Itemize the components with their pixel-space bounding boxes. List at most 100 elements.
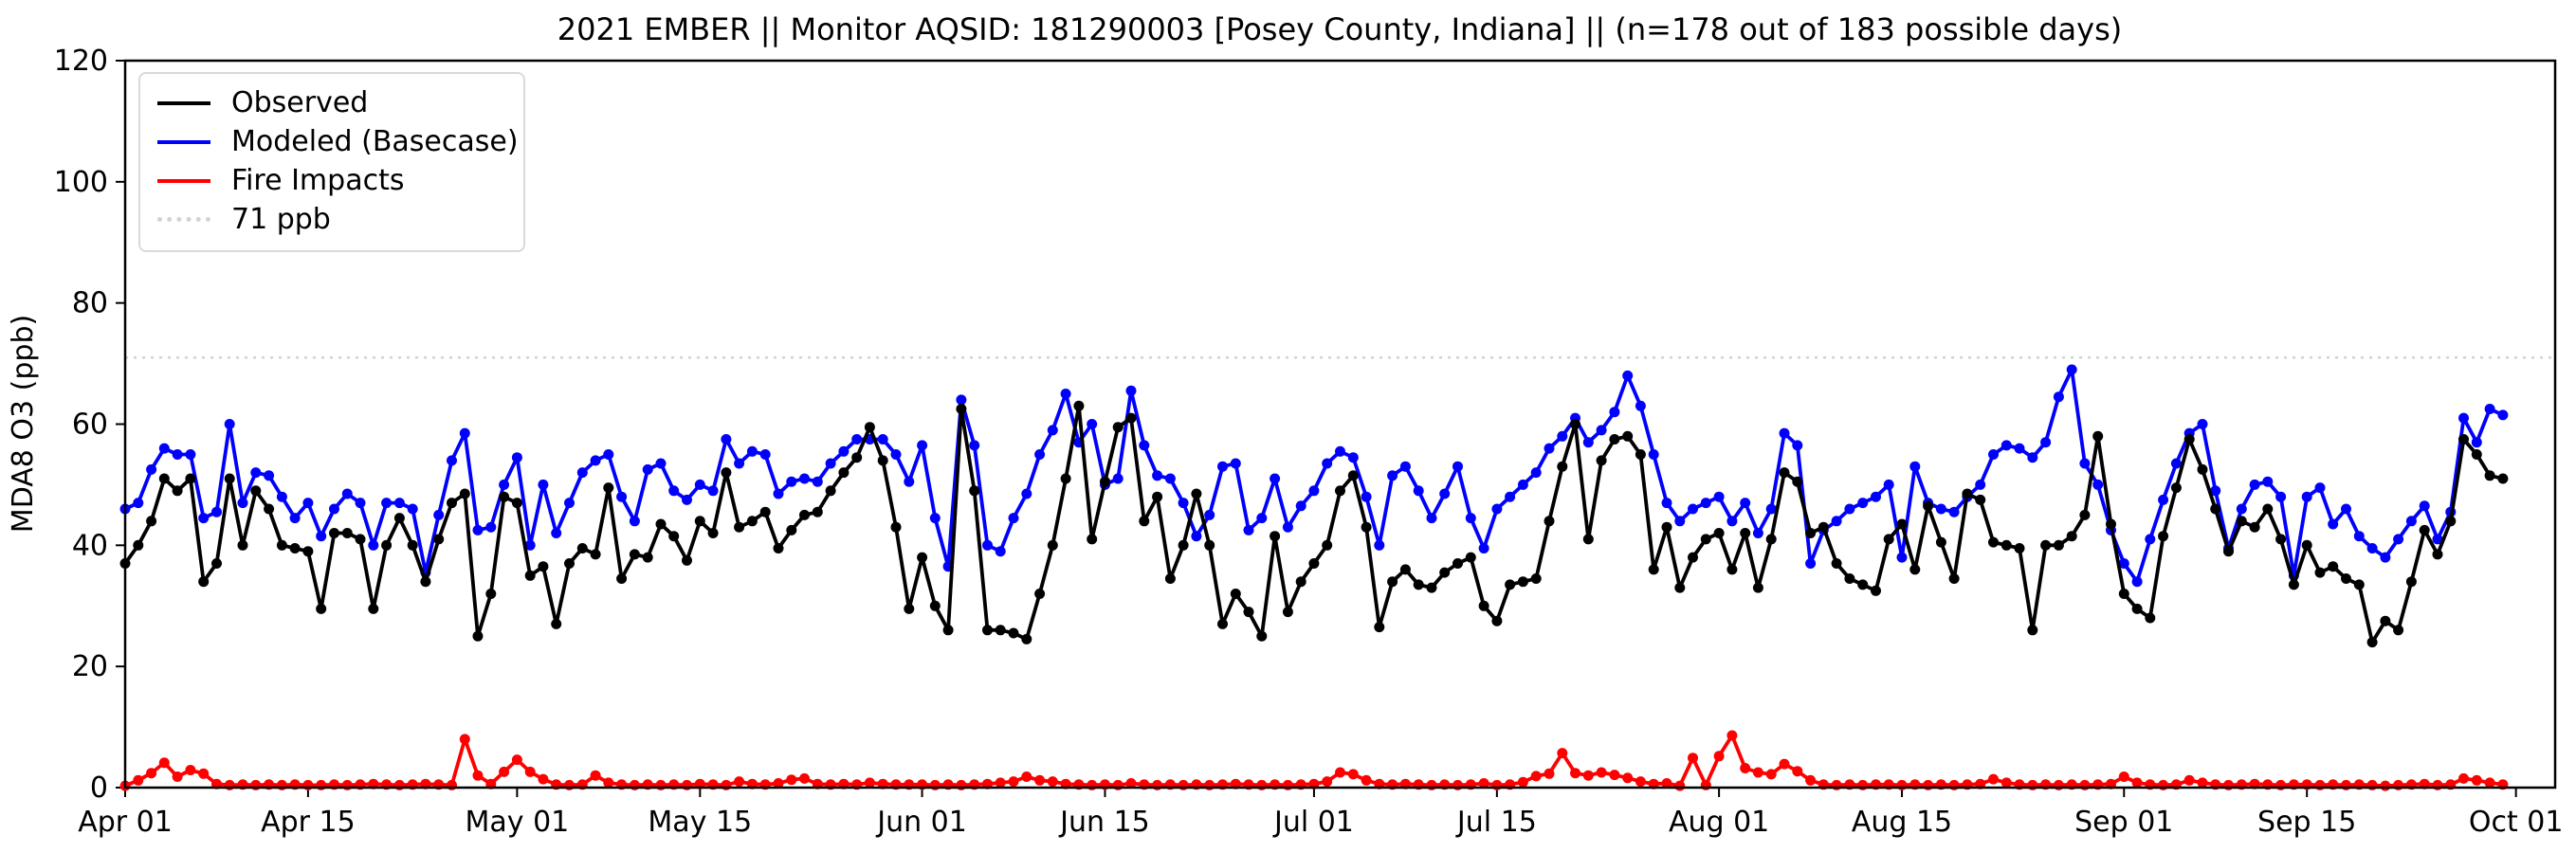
data-point xyxy=(590,455,601,466)
data-point xyxy=(1530,467,1542,479)
data-point xyxy=(1857,579,1869,590)
data-point xyxy=(786,774,797,786)
data-point xyxy=(1582,437,1594,448)
data-point xyxy=(1896,518,1908,530)
data-point xyxy=(224,419,235,429)
data-point xyxy=(825,485,836,497)
data-point xyxy=(682,554,692,566)
data-point xyxy=(2353,579,2365,590)
data-point xyxy=(158,443,170,454)
data-point xyxy=(1740,763,1751,773)
data-point xyxy=(1478,543,1489,554)
data-point xyxy=(1295,576,1306,588)
data-point xyxy=(1478,778,1489,789)
data-point xyxy=(1570,768,1580,779)
data-point xyxy=(786,476,797,487)
legend: Observed Modeled (Basecase) Fire Impacts… xyxy=(138,72,525,252)
data-point xyxy=(982,539,993,551)
data-point xyxy=(2341,503,2351,515)
data-point xyxy=(1779,467,1790,479)
data-point xyxy=(2014,543,2025,554)
data-point xyxy=(1582,770,1594,781)
data-point xyxy=(734,458,745,469)
data-point xyxy=(1399,461,1411,472)
data-point xyxy=(838,467,850,479)
data-point xyxy=(1139,516,1150,527)
data-point xyxy=(1021,488,1032,499)
data-point xyxy=(1688,503,1698,515)
data-point xyxy=(864,777,875,789)
data-point xyxy=(2118,558,2129,569)
data-point xyxy=(2314,482,2326,494)
data-point xyxy=(2497,409,2509,421)
data-point xyxy=(929,600,941,611)
data-point xyxy=(1178,539,1189,551)
data-point xyxy=(211,506,222,517)
data-point xyxy=(407,539,418,551)
data-point xyxy=(2170,482,2182,494)
data-point xyxy=(2066,531,2077,542)
data-point xyxy=(799,772,810,784)
data-point xyxy=(759,449,771,460)
data-point xyxy=(2236,503,2247,515)
legend-label-fire: Fire Impacts xyxy=(231,163,405,197)
data-point xyxy=(1439,567,1451,578)
data-point xyxy=(1935,536,1946,548)
data-point xyxy=(1752,767,1763,778)
data-point xyxy=(1544,443,1555,454)
data-point xyxy=(969,440,980,451)
data-point xyxy=(603,449,614,460)
data-point xyxy=(1596,455,1607,466)
data-point xyxy=(1883,534,1894,545)
data-point xyxy=(302,546,314,557)
data-point xyxy=(433,509,445,520)
data-point xyxy=(1361,521,1372,533)
x-tick-label: Jul 01 xyxy=(1272,806,1354,839)
data-point xyxy=(1308,485,1320,497)
data-point xyxy=(746,516,758,527)
data-point xyxy=(368,539,379,551)
data-point xyxy=(1452,558,1463,569)
data-point xyxy=(2432,534,2443,545)
data-point xyxy=(1765,503,1777,515)
data-point xyxy=(956,394,967,406)
data-point xyxy=(2236,516,2247,527)
y-tick-label: 40 xyxy=(72,529,108,562)
data-point xyxy=(1609,434,1620,445)
data-point xyxy=(1243,607,1254,618)
data-point xyxy=(511,452,522,463)
data-point xyxy=(447,455,457,466)
data-point xyxy=(1935,503,1946,515)
data-point xyxy=(1152,491,1163,502)
legend-item-fire: Fire Impacts xyxy=(140,161,523,200)
data-point xyxy=(773,778,784,789)
data-point xyxy=(2458,412,2469,424)
data-point xyxy=(302,498,314,509)
data-point xyxy=(1635,776,1646,788)
data-point xyxy=(1674,780,1686,791)
y-tick-label: 60 xyxy=(72,408,108,442)
data-point xyxy=(642,463,653,475)
data-point xyxy=(2001,539,2012,551)
data-point xyxy=(368,603,379,614)
x-tick-label: Aug 01 xyxy=(1669,806,1769,839)
data-point xyxy=(264,470,275,481)
data-point xyxy=(355,534,366,545)
data-point xyxy=(2275,491,2287,502)
data-point xyxy=(1505,491,1516,502)
data-point xyxy=(1347,470,1359,481)
data-point xyxy=(2419,500,2430,512)
series-line-modeled-basecase- xyxy=(124,368,2504,584)
chart-title: 2021 EMBER || Monitor AQSID: 181290003 [… xyxy=(557,11,2123,47)
data-point xyxy=(1008,513,1019,524)
data-point xyxy=(812,506,823,517)
data-point xyxy=(1622,370,1634,381)
data-point xyxy=(1557,430,1568,442)
data-point xyxy=(734,776,745,788)
x-tick-label: Jun 15 xyxy=(1058,806,1150,839)
data-point xyxy=(133,539,144,551)
data-point xyxy=(1191,488,1202,499)
data-point xyxy=(524,766,536,777)
data-point xyxy=(2158,494,2169,505)
data-point xyxy=(995,777,1006,789)
